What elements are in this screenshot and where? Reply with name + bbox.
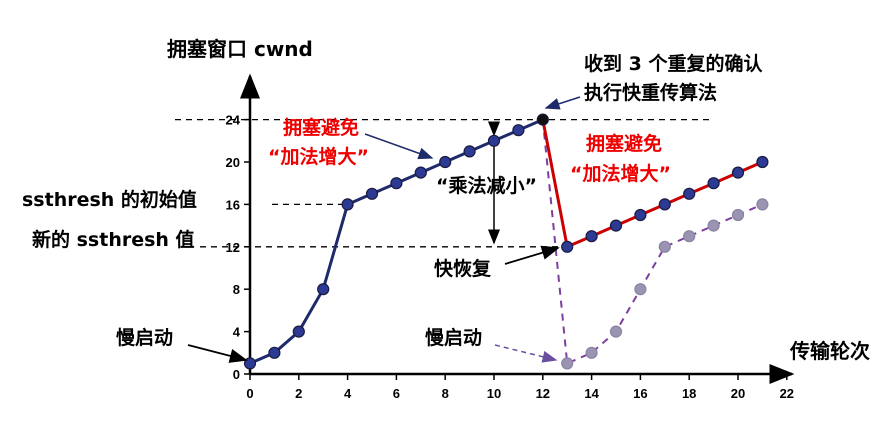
y-tick-label: 16 — [226, 197, 240, 212]
x-tick-label: 6 — [393, 386, 400, 401]
mult-decrease-label: “乘法减小” — [436, 174, 537, 197]
data-point — [683, 230, 696, 243]
x-axis-title: 传输轮次 — [789, 339, 870, 363]
y-tick-label: 8 — [233, 282, 240, 297]
slow-start-label-2: 慢启动 — [425, 326, 482, 349]
data-point — [243, 357, 257, 370]
y-tick-label: 4 — [233, 325, 241, 340]
data-point — [634, 283, 647, 296]
data-point — [268, 346, 281, 359]
data-point — [731, 166, 745, 179]
data-point — [585, 346, 598, 359]
data-point — [536, 113, 549, 126]
x-tick-label: 8 — [442, 386, 449, 401]
series-line — [541, 119, 763, 365]
x-tick-label: 0 — [246, 386, 253, 401]
data-point — [756, 198, 769, 211]
data-point — [512, 124, 525, 137]
ssthresh-new-label: 新的 ssthresh 值 — [32, 228, 195, 251]
x-tick-label: 16 — [633, 386, 647, 401]
data-point — [317, 283, 330, 296]
data-point — [292, 325, 305, 338]
data-point — [683, 187, 696, 200]
x-tick-label: 4 — [344, 386, 352, 401]
data-point — [414, 166, 427, 179]
data-point — [463, 145, 476, 158]
ssthresh-initial-label: ssthresh 的初始值 — [22, 188, 197, 211]
dup-ack-label-1: 收到 3 个重复的确认 — [584, 52, 762, 75]
x-tick-label: 12 — [536, 386, 550, 401]
slow-start-2-arrow — [494, 344, 558, 363]
cong-avoid-label-2a: 拥塞避免 — [586, 132, 662, 155]
data-point — [365, 187, 379, 200]
data-point — [585, 230, 598, 243]
reference-lines — [175, 118, 714, 248]
cong-avoid-label-1b: “加法增大” — [268, 145, 369, 168]
data-point — [658, 240, 671, 253]
slow-start-label-1: 慢启动 — [116, 326, 173, 349]
slow-start-1-arrow — [187, 344, 248, 363]
data-point — [390, 177, 403, 190]
data-point — [707, 177, 720, 190]
data-point — [609, 219, 623, 232]
data-point — [609, 325, 623, 338]
series-line — [541, 119, 763, 249]
data-point — [707, 219, 720, 232]
fast-recovery-label: 快恢复 — [434, 257, 492, 280]
data-point — [731, 208, 745, 222]
x-tick-label: 18 — [682, 386, 696, 401]
data-point — [439, 155, 452, 169]
data-point — [658, 198, 671, 211]
y-tick-label: 0 — [233, 367, 240, 382]
fast-recovery-arrow — [504, 245, 560, 265]
data-point — [341, 198, 354, 211]
y-tick-label: 12 — [226, 240, 240, 255]
y-axis-title: 拥塞窗口 cwnd — [167, 37, 313, 61]
cong-avoid-label-1a: 拥塞避免 — [283, 116, 359, 139]
x-tick-label: 10 — [487, 386, 501, 401]
data-point — [487, 134, 501, 147]
x-tick-label: 14 — [584, 386, 599, 401]
x-tick-label: 20 — [731, 386, 745, 401]
dup-ack-label-2: 执行快重传算法 — [584, 81, 717, 104]
data-point — [634, 208, 647, 222]
x-tick-label: 2 — [295, 386, 302, 401]
cong-avoid-label-2b: “加法增大” — [570, 162, 671, 185]
data-point — [561, 240, 574, 253]
data-point — [561, 357, 574, 370]
data-point — [756, 155, 769, 169]
dup-ack-arrow — [544, 96, 581, 110]
x-tick-label: 22 — [780, 386, 794, 401]
y-tick-label: 20 — [226, 155, 240, 170]
cong-avoid-1-arrow — [364, 133, 434, 160]
